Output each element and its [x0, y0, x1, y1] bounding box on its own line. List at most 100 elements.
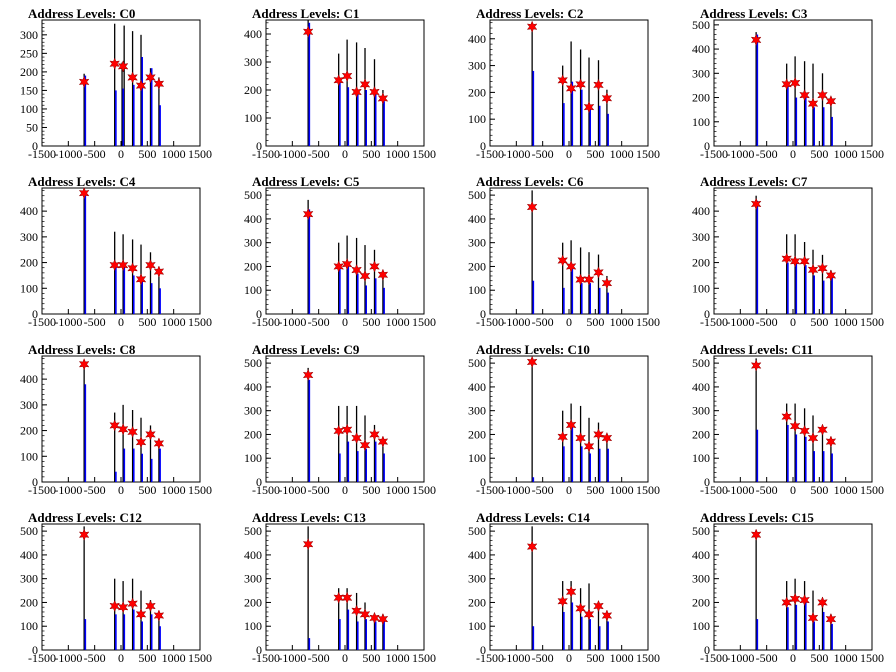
peak-marker: [351, 604, 362, 617]
y-tick-label: 100: [20, 619, 38, 633]
x-tick-label: -1500: [252, 483, 280, 497]
peak-marker: [781, 252, 793, 265]
y-tick-label: 100: [692, 281, 710, 295]
peak-marker: [750, 197, 762, 211]
y-tick-label: 200: [468, 259, 486, 273]
y-tick-label: 100: [244, 451, 262, 465]
y-tick-label: 200: [20, 595, 38, 609]
y-tick-label: 200: [244, 83, 262, 97]
y-tick-label: 0: [480, 475, 486, 489]
chart-panel: Address Levels: C3 0 100 200 300 400 500 -1500-…: [672, 0, 896, 168]
peak-marker: [817, 423, 828, 436]
plot-frame: [265, 523, 425, 651]
peak-marker: [825, 612, 837, 626]
y-tick-label: 300: [244, 236, 262, 250]
chart-title: Address Levels: C10: [476, 342, 590, 357]
peak-marker: [583, 440, 595, 453]
peak-marker: [377, 612, 389, 626]
peak-marker: [78, 186, 90, 200]
peak-marker: [351, 431, 362, 445]
peak-marker: [127, 71, 138, 84]
x-tick-label: -500: [308, 651, 330, 665]
plot-frame: [265, 187, 425, 315]
x-tick-label: 1500: [412, 315, 436, 329]
peak-marker: [351, 85, 362, 99]
x-tick-label: -1000: [278, 483, 306, 497]
chart-panel: Address Levels: C4 0 100 200 300 400 -1500 -100…: [0, 168, 224, 336]
x-tick-label: 0: [342, 147, 348, 161]
y-tick-label: 0: [480, 643, 486, 657]
peak-marker: [377, 268, 389, 281]
y-tick-label: 0: [704, 139, 710, 153]
y-tick-label: 100: [20, 281, 38, 295]
x-tick-label: -500: [756, 147, 778, 161]
peak-marker: [109, 599, 121, 613]
peak-marker: [359, 608, 371, 621]
y-tick-label: 300: [692, 230, 710, 244]
chart-panel: Address Levels: C7 0 100 200 300 400 -1500 -100…: [672, 168, 896, 336]
x-tick-label: -500: [532, 651, 554, 665]
plot-frame: [265, 355, 425, 483]
peak-marker: [817, 596, 828, 609]
peak-marker: [78, 358, 90, 371]
x-tick-label: -1500: [28, 651, 56, 665]
x-tick-label: -1500: [252, 147, 280, 161]
x-tick-label: -500: [84, 651, 106, 665]
y-tick-label: 200: [468, 427, 486, 441]
x-tick-label: -1000: [726, 147, 754, 161]
peak-marker: [799, 424, 810, 438]
y-tick-label: 200: [244, 595, 262, 609]
chart-svg: 0 100 200 300 400 500 -1500-1000 -500 0 500 1000 15…: [468, 523, 660, 665]
peak-marker: [341, 423, 353, 436]
peak-marker: [369, 260, 380, 273]
peak-marker: [781, 78, 793, 91]
y-tick-label: 300: [692, 66, 710, 80]
chart-panel: Address Levels: C2 0 100 200 300 400 -1500 -100…: [448, 0, 672, 168]
x-tick-label: 0: [118, 483, 124, 497]
y-tick-label: 0: [480, 139, 486, 153]
x-tick-label: 0: [790, 483, 796, 497]
peak-marker: [799, 593, 810, 607]
x-tick-label: 1000: [386, 483, 410, 497]
x-tick-label: 500: [810, 147, 828, 161]
chart-title: Address Levels: C2: [476, 6, 584, 21]
plot-frame: [489, 187, 649, 315]
y-tick-label: 500: [20, 524, 38, 538]
x-tick-label: -500: [756, 483, 778, 497]
peak-marker: [117, 601, 129, 614]
peak-marker: [302, 538, 314, 551]
y-tick-label: 300: [20, 28, 38, 42]
y-tick-label: 100: [468, 451, 486, 465]
x-tick-label: -1000: [278, 147, 306, 161]
x-tick-label: 0: [790, 147, 796, 161]
x-tick-label: 0: [118, 315, 124, 329]
chart-title: Address Levels: C15: [700, 510, 814, 525]
y-tick-label: 400: [244, 380, 262, 394]
x-tick-label: -1500: [28, 315, 56, 329]
x-tick-label: -1500: [700, 315, 728, 329]
x-tick-label: 1500: [636, 315, 660, 329]
peak-marker: [333, 260, 345, 273]
peak-marker: [781, 410, 793, 423]
x-tick-label: 1000: [834, 483, 858, 497]
x-tick-label: 1500: [412, 147, 436, 161]
plot-frame: [713, 187, 873, 315]
x-tick-label: 500: [138, 315, 156, 329]
y-tick-label: 300: [468, 572, 486, 586]
peak-marker: [135, 608, 147, 621]
x-tick-label: 1500: [188, 483, 212, 497]
x-tick-label: -1500: [700, 651, 728, 665]
peak-marker: [377, 92, 389, 105]
x-tick-label: -1000: [502, 483, 530, 497]
x-tick-label: -1000: [54, 483, 82, 497]
peak-marker: [825, 94, 837, 108]
y-tick-label: 400: [468, 212, 486, 226]
y-tick-label: 200: [20, 256, 38, 270]
x-tick-label: -1500: [476, 147, 504, 161]
x-tick-label: -1500: [28, 483, 56, 497]
y-tick-label: 400: [692, 204, 710, 218]
y-tick-label: 100: [692, 619, 710, 633]
x-tick-label: 1500: [188, 315, 212, 329]
peak-marker: [565, 418, 577, 432]
peak-marker: [127, 262, 138, 275]
